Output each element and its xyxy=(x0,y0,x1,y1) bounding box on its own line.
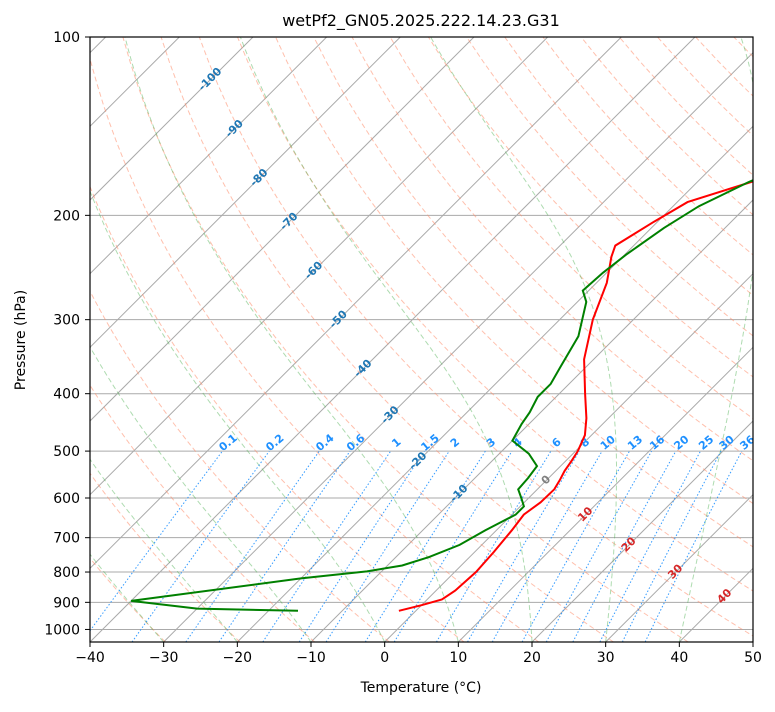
y-tick-label: 700 xyxy=(53,531,80,547)
x-tick-label: 30 xyxy=(597,650,615,666)
y-axis-label: Pressure (hPa) xyxy=(13,290,29,390)
x-tick-label: −20 xyxy=(223,650,253,666)
x-tick-label: 20 xyxy=(523,650,541,666)
y-tick-label: 600 xyxy=(53,491,80,507)
y-tick-label: 1000 xyxy=(44,622,80,638)
x-tick-label: 10 xyxy=(449,650,467,666)
x-tick-label: −30 xyxy=(149,650,179,666)
y-tick-label: 900 xyxy=(53,595,80,611)
x-tick-label: 50 xyxy=(744,650,762,666)
x-axis-label: Temperature (°C) xyxy=(360,680,482,696)
chart-title: wetPf2_GN05.2025.222.14.23.G31 xyxy=(282,11,560,31)
x-tick-label: 40 xyxy=(670,650,688,666)
x-tick-label: 0 xyxy=(380,650,389,666)
y-tick-label: 800 xyxy=(53,565,80,581)
x-tick-label: −40 xyxy=(75,650,105,666)
y-tick-label: 300 xyxy=(53,313,80,329)
y-tick-label: 500 xyxy=(53,444,80,460)
y-tick-label: 200 xyxy=(53,208,80,224)
y-tick-label: 400 xyxy=(53,387,80,403)
x-tick-label: −10 xyxy=(296,650,326,666)
y-tick-label: 100 xyxy=(53,30,80,46)
